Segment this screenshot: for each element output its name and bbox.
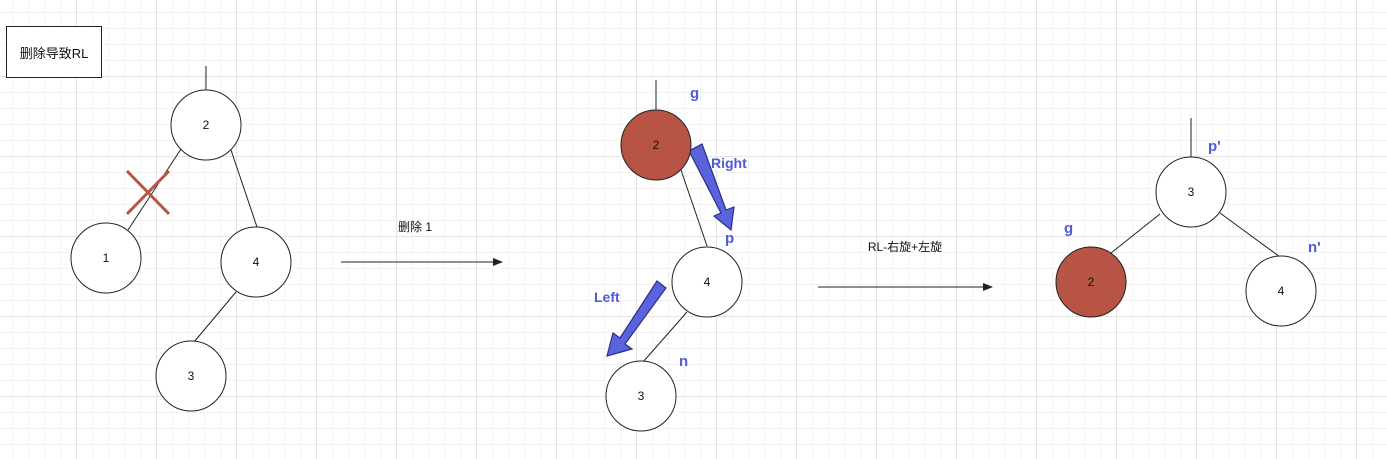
tree3-node-2: 2 [1055,246,1127,318]
step2-arrow: RL-右旋+左旋 [818,239,993,291]
tree3-node-4-label: 4 [1278,284,1285,298]
tree1-node-4-label: 4 [253,255,260,269]
tree1: 2 1 4 3 [70,66,292,412]
tree1-edge-2-4 [230,149,258,228]
tree3-label-g: g [1064,220,1073,237]
tree2-node-4-label: 4 [704,275,711,289]
tree2-label-g: g [690,85,699,102]
tree2-label-n: n [679,353,688,370]
tree1-delete-cross [125,169,171,216]
step1-arrow: 删除 1 [341,219,503,266]
tree1-node-2-label: 2 [203,118,210,132]
tree3-node-3-label: 3 [1188,185,1195,199]
tree3-node-4: 4 [1245,255,1317,327]
tree2-edge-4-3 [642,311,688,363]
tree3-node-2-label: 2 [1088,275,1095,289]
title-box: 删除导致RL [6,26,102,78]
tree2-right-rotation-arrow [688,143,735,232]
step2-label: RL-右旋+左旋 [868,239,942,254]
tree1-node-1-label: 1 [103,251,110,265]
tree2-left-rotation-arrow [606,280,667,357]
tree1-edge-4-3 [193,291,237,343]
tree2-label-p: p [725,230,734,247]
title-text: 删除导致RL [19,45,89,61]
tree3-label-p-prime: p' [1208,138,1221,155]
tree2-node-2-label: 2 [653,138,660,152]
tree2-node-4: 4 [671,246,743,318]
tree2-node-3-label: 3 [638,389,645,403]
tree2-label-right: Right [711,155,747,171]
tree3-label-n-prime: n' [1308,239,1321,256]
tree1-edge-2-1 [127,148,182,231]
tree2: 2 4 3 g Right p Left n [594,80,747,432]
tree2-edge-2-4 [680,169,708,247]
tree2-label-left: Left [594,289,620,305]
tree1-node-2: 2 [170,89,242,161]
tree3-node-3: 3 [1155,156,1227,228]
tree3: 3 2 4 p' g n' [1055,118,1321,327]
tree2-node-2: 2 [620,109,692,181]
tree1-node-4: 4 [220,226,292,298]
tree3-edge-3-4 [1219,212,1281,258]
tree1-node-1: 1 [70,222,142,294]
tree3-edge-3-2 [1110,213,1161,254]
step1-label: 删除 1 [398,219,432,234]
tree2-node-3: 3 [605,360,677,432]
tree1-node-3: 3 [155,340,227,412]
tree1-node-3-label: 3 [188,369,195,383]
